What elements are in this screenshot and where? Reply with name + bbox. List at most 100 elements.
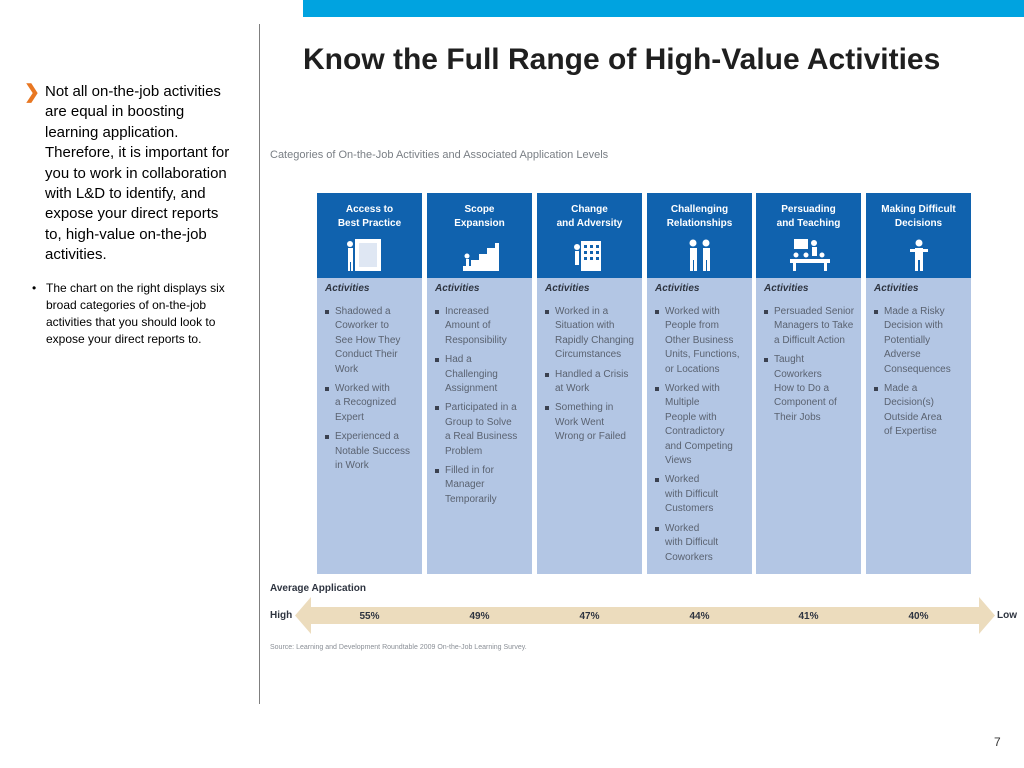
activity-text: Participated in a Group to Solve a Real … <box>445 402 518 457</box>
activities-heading: Activities <box>435 283 480 294</box>
two-people-icon <box>647 235 752 273</box>
square-bullet-icon <box>325 435 329 440</box>
average-application-value: 44% <box>689 611 710 622</box>
sub-bullet-text: The chart on the right displays six broa… <box>46 280 225 347</box>
activities-heading: Activities <box>874 283 919 294</box>
source-note: Source: Learning and Development Roundta… <box>270 644 527 651</box>
activity-item: Handled a Crisis at Work <box>545 368 640 397</box>
category-header: Persuading and Teaching <box>756 193 861 278</box>
activity-item: Worked with Difficult Customers <box>655 473 750 516</box>
activities-heading: Activities <box>655 283 700 294</box>
average-application-value: 55% <box>359 611 380 622</box>
square-bullet-icon <box>874 310 878 314</box>
sub-bullet: • The chart on the right displays six br… <box>24 280 236 349</box>
square-bullet-icon <box>764 358 768 363</box>
square-bullet-icon <box>655 526 659 531</box>
double-arrow-icon <box>295 597 995 634</box>
category-header: Challenging Relationships <box>647 193 752 278</box>
page-number: 7 <box>994 735 1001 749</box>
application-arrow <box>295 597 995 634</box>
average-application-value: 40% <box>908 611 929 622</box>
activity-text: Worked with Difficult Customers <box>665 474 719 515</box>
activity-item: Persuaded Senior Managers to Take a Diff… <box>764 305 859 348</box>
single-person-icon <box>866 235 971 273</box>
square-bullet-icon <box>435 406 439 411</box>
category-title: Making Difficult Decisions <box>881 204 956 229</box>
activity-text: Handled a Crisis at Work <box>555 368 629 395</box>
figure-caption: Categories of On-the-Job Activities and … <box>270 149 609 161</box>
activity-text: Taught Coworkers How to Do a Component o… <box>774 354 837 423</box>
square-bullet-icon <box>655 478 659 483</box>
square-bullet-icon <box>435 358 439 363</box>
activity-item: Taught Coworkers How to Do a Component o… <box>764 353 859 425</box>
activity-list: Activities Shadowed a Coworker to See How… <box>325 283 420 478</box>
left-text-column: ❯ Not all on-the-job activities are equa… <box>24 82 236 348</box>
top-accent-bar <box>303 0 1024 17</box>
main-bullet-text: Not all on-the-job activities are equal … <box>45 83 230 264</box>
building-icon <box>537 235 642 273</box>
activity-list: Activities Increased Amount of Responsibi… <box>435 283 530 512</box>
activity-text: Something in Work Went Wrong or Failed <box>555 402 626 443</box>
activity-text: Had a Challenging Assignment <box>445 354 498 395</box>
square-bullet-icon <box>435 310 439 314</box>
category-header: Making Difficult Decisions <box>866 193 971 278</box>
activity-text: Increased Amount of Responsibility <box>445 306 507 346</box>
activity-text: Worked with Multiple People with Contrad… <box>665 383 733 467</box>
activity-list: Activities Worked with People from Other … <box>655 283 750 570</box>
activity-item: Experienced a Notable Success in Work <box>325 430 420 473</box>
high-label: High <box>270 610 293 621</box>
activity-text: Worked with People from Other Business U… <box>665 306 740 375</box>
square-bullet-icon <box>325 387 329 392</box>
category-column-scope-expansion: Scope Expansion Activities Increased Amoun… <box>427 193 532 574</box>
activity-item: Filled in for Manager Temporarily <box>435 464 530 507</box>
activities-heading: Activities <box>764 283 809 294</box>
activity-text: Filled in for Manager Temporarily <box>445 465 497 505</box>
activity-item: Made a Decision(s) Outside Area of Exper… <box>874 382 969 440</box>
activity-item: Worked with a Recognized Expert <box>325 382 420 425</box>
activity-item: Increased Amount of Responsibility <box>435 305 530 348</box>
square-bullet-icon <box>655 310 659 314</box>
square-bullet-icon <box>435 469 439 474</box>
activity-item: Participated in a Group to Solve a Real … <box>435 401 530 459</box>
average-application-value: 41% <box>798 611 819 622</box>
activities-heading: Activities <box>545 283 590 294</box>
category-title: Access to Best Practice <box>337 204 402 229</box>
average-application-label: Average Application <box>270 583 366 594</box>
activity-text: Worked in a Situation with Rapidly Chang… <box>555 306 634 361</box>
activity-list: Activities Made a Risky Decision with Pot… <box>874 283 969 445</box>
square-bullet-icon <box>545 406 549 411</box>
category-column-persuading-and-teaching: Persuading and Teaching Activities Persuad… <box>756 193 861 574</box>
activity-text: Shadowed a Coworker to See How They Cond… <box>335 306 401 375</box>
category-column-change-and-adversity: Change and Adversity Activities Worked in … <box>537 193 642 574</box>
average-application-value: 49% <box>469 611 490 622</box>
category-header: Scope Expansion <box>427 193 532 278</box>
main-bullet: ❯ Not all on-the-job activities are equa… <box>24 82 236 266</box>
category-header: Change and Adversity <box>537 193 642 278</box>
square-bullet-icon <box>764 310 768 314</box>
square-bullet-icon <box>325 310 329 314</box>
stairs-climb-icon <box>427 235 532 273</box>
category-title: Persuading and Teaching <box>776 204 841 229</box>
column-divider <box>259 24 260 704</box>
activity-item: Made a Risky Decision with Potentially A… <box>874 305 969 377</box>
activity-item: Worked with Multiple People with Contrad… <box>655 382 750 468</box>
page-title: Know the Full Range of High-Value Activi… <box>303 43 941 76</box>
category-title: Change and Adversity <box>556 204 623 229</box>
category-header: Access to Best Practice <box>317 193 422 278</box>
activity-list: Activities Worked in a Situation with Rap… <box>545 283 640 450</box>
square-bullet-icon <box>655 387 659 392</box>
activity-text: Persuaded Senior Managers to Take a Diff… <box>774 306 855 346</box>
activity-item: Had a Challenging Assignment <box>435 353 530 396</box>
activity-item: Worked in a Situation with Rapidly Chang… <box>545 305 640 363</box>
category-title: Challenging Relationships <box>666 204 733 229</box>
average-application-value: 47% <box>579 611 600 622</box>
presentation-board-icon <box>317 235 422 273</box>
activity-text: Experienced a Notable Success in Work <box>335 431 411 472</box>
bullet-dot-icon: • <box>32 280 37 295</box>
category-column-making-difficult-decisions: Making Difficult Decisions Activities Made… <box>866 193 971 574</box>
activity-text: Worked with Difficult Coworkers <box>665 522 719 563</box>
category-title: Scope Expansion <box>454 204 505 229</box>
activity-item: Something in Work Went Wrong or Failed <box>545 401 640 444</box>
square-bullet-icon <box>545 310 549 314</box>
activities-heading: Activities <box>325 283 370 294</box>
